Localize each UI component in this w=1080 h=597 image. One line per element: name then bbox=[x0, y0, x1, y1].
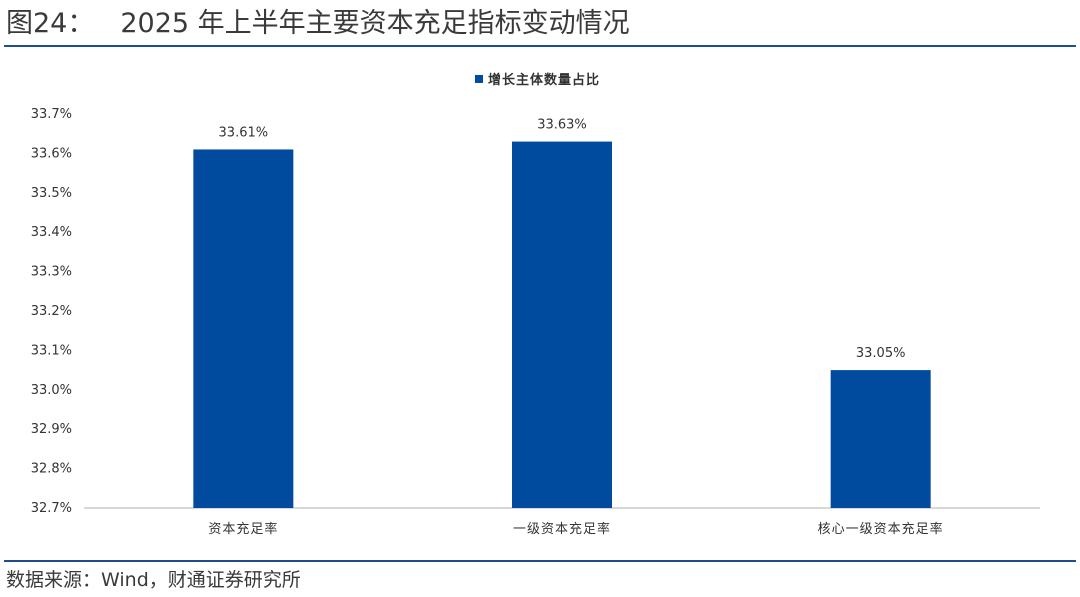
y-tick-label: 33.1% bbox=[31, 343, 72, 358]
legend-swatch bbox=[475, 75, 483, 83]
x-tick-label: 一级资本充足率 bbox=[513, 521, 611, 537]
data-label: 33.63% bbox=[537, 118, 587, 133]
figure-title-text: 2025 年上半年主要资本充足指标变动情况 bbox=[120, 8, 630, 39]
x-tick-label: 资本充足率 bbox=[208, 521, 278, 537]
legend-label: 增长主体数量占比 bbox=[488, 72, 600, 88]
x-axis: 资本充足率 一级资本充足率 核心一级资本充足率 bbox=[84, 507, 1040, 537]
figure-number: 图24： bbox=[6, 8, 95, 39]
y-tick-label: 33.5% bbox=[31, 186, 72, 201]
y-tick-label: 32.9% bbox=[31, 422, 72, 437]
bar bbox=[512, 141, 612, 508]
data-label: 33.61% bbox=[219, 125, 269, 140]
source-divider bbox=[4, 560, 1076, 562]
source-note: 数据来源：Wind，财通证券研究所 bbox=[6, 569, 301, 591]
data-labels: 33.61% 33.63% 33.05% bbox=[219, 118, 906, 362]
y-tick-label: 32.8% bbox=[31, 462, 72, 477]
bar bbox=[193, 149, 294, 508]
y-tick-label: 33.0% bbox=[31, 383, 72, 398]
bars bbox=[193, 141, 931, 508]
y-tick-label: 33.4% bbox=[31, 225, 72, 240]
figure-title: 图24： 2025 年上半年主要资本充足指标变动情况 bbox=[6, 6, 630, 42]
y-axis: 32.7% 32.8% 32.9% 33.0% 33.1% 33.2% 33.3% 33.4%… bbox=[31, 107, 72, 516]
y-tick-label: 33.3% bbox=[31, 265, 72, 280]
title-divider bbox=[4, 45, 1076, 47]
y-tick-label: 33.2% bbox=[31, 304, 72, 319]
legend: 增长主体数量占比 bbox=[475, 72, 600, 88]
data-label: 33.05% bbox=[856, 346, 906, 361]
x-tick-label: 核心一级资本充足率 bbox=[818, 521, 944, 537]
y-tick-label: 32.7% bbox=[31, 501, 72, 516]
bar-chart: 增长主体数量占比 32.7%32.8%32.9%33.0%33.1%33.2%3… bbox=[31, 72, 1040, 537]
y-tick-label: 33.6% bbox=[31, 146, 72, 161]
bar bbox=[830, 370, 931, 508]
y-tick-label: 33.7% bbox=[31, 107, 72, 122]
